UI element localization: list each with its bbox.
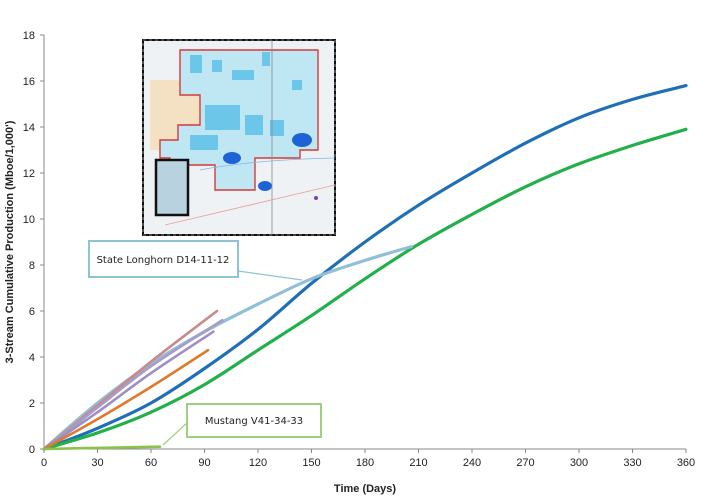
series-line-2 xyxy=(42,127,688,451)
inset-map xyxy=(142,39,336,236)
series-line-6 xyxy=(42,330,215,451)
x-tick-label: 270 xyxy=(516,457,534,469)
x-tick-label: 0 xyxy=(41,457,47,469)
series-line-1 xyxy=(42,84,688,451)
callout-state-longhorn-label: State Longhorn D14-11-12 xyxy=(97,255,230,266)
x-tick-label: 90 xyxy=(198,457,210,469)
x-tick-label: 210 xyxy=(409,457,427,469)
axis-ticks: 0 30 60 90 120 150 180 210 240 270 300 330 360 0 2 4 6 8 1… xyxy=(23,30,695,469)
y-tick-label: 4 xyxy=(29,352,35,364)
callout-state-longhorn: State Longhorn D14-11-12 xyxy=(88,240,303,281)
x-tick-label: 30 xyxy=(91,457,103,469)
series-line-8 xyxy=(42,445,162,451)
x-tick-label: 240 xyxy=(463,457,481,469)
x-tick-label: 120 xyxy=(249,457,267,469)
series-line-3 xyxy=(42,245,413,451)
x-tick-label: 180 xyxy=(356,457,374,469)
series-line-7 xyxy=(42,348,210,451)
series-layer xyxy=(42,84,688,451)
y-tick-label: 0 xyxy=(29,444,35,456)
callout-mustang-label: Mustang V41-34-33 xyxy=(205,416,303,427)
y-tick-label: 12 xyxy=(23,168,35,180)
series-line-5 xyxy=(42,318,224,451)
y-axis-title: 3-Stream Cumulative Production (Mboe/1,0… xyxy=(4,120,16,363)
x-tick-label: 150 xyxy=(302,457,320,469)
x-tick-label: 330 xyxy=(623,457,641,469)
y-tick-label: 10 xyxy=(23,214,35,226)
x-tick-label: 60 xyxy=(145,457,157,469)
x-tick-label: 300 xyxy=(570,457,588,469)
x-axis-title: Time (Days) xyxy=(334,483,396,495)
y-tick-label: 2 xyxy=(29,398,35,410)
y-tick-label: 8 xyxy=(29,260,35,272)
x-tick-label: 360 xyxy=(677,457,695,469)
y-tick-label: 14 xyxy=(23,122,35,134)
y-tick-label: 6 xyxy=(29,306,35,318)
y-tick-label: 16 xyxy=(23,76,35,88)
y-tick-label: 18 xyxy=(23,30,35,42)
callout-mustang: Mustang V41-34-33 xyxy=(162,403,322,446)
